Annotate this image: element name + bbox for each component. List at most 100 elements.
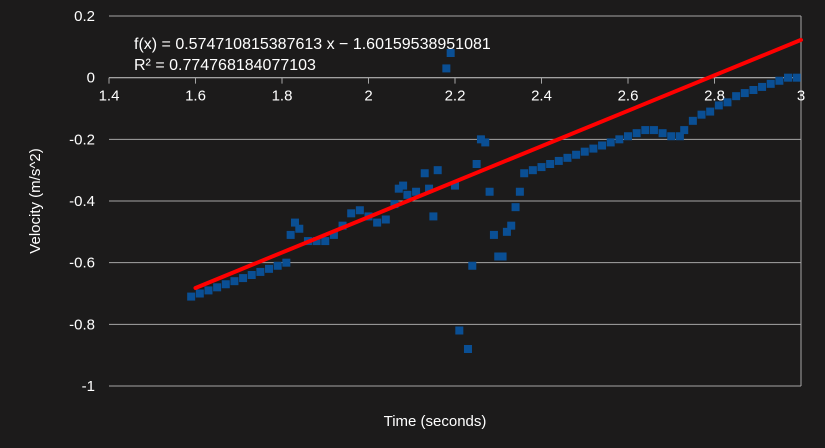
- x-tick-label: 2.4: [531, 88, 552, 105]
- data-point: [187, 292, 196, 301]
- x-tick-label: 2: [364, 88, 372, 105]
- data-point: [658, 129, 667, 138]
- x-tick-label: 2.8: [704, 88, 725, 105]
- data-point: [230, 277, 239, 286]
- data-point: [494, 252, 503, 261]
- data-point: [195, 289, 204, 298]
- data-point: [515, 187, 524, 196]
- data-point: [355, 206, 364, 215]
- trendline: [193, 37, 803, 290]
- data-point: [606, 138, 615, 147]
- y-tick-label: -1: [82, 378, 95, 395]
- data-point: [390, 200, 399, 209]
- data-point: [537, 163, 546, 172]
- data-point: [420, 169, 429, 178]
- data-point: [446, 49, 455, 57]
- data-point: [649, 126, 658, 135]
- data-point: [528, 166, 537, 175]
- data-point: [412, 187, 421, 196]
- data-point: [615, 135, 624, 144]
- data-point: [213, 283, 222, 292]
- data-point: [282, 258, 291, 267]
- data-point: [394, 184, 403, 193]
- data-point: [706, 107, 715, 116]
- y-tick-label: -0.2: [69, 131, 95, 148]
- data-point: [425, 184, 434, 193]
- data-point: [476, 135, 485, 144]
- data-point: [784, 73, 793, 82]
- data-point: [792, 73, 801, 82]
- data-point: [468, 261, 477, 270]
- data-point: [572, 150, 581, 159]
- trendline-group: [193, 37, 803, 290]
- data-point: [667, 132, 676, 141]
- data-point: [554, 156, 563, 165]
- data-point: [758, 82, 767, 91]
- data-point: [429, 212, 438, 221]
- x-tick-label: 1.8: [272, 88, 293, 105]
- data-point: [580, 147, 589, 156]
- data-point: [204, 286, 213, 295]
- data-point: [498, 252, 507, 261]
- x-tick-label: 1.6: [185, 88, 206, 105]
- data-point: [295, 224, 304, 233]
- data-point: [680, 126, 689, 135]
- data-point: [399, 181, 408, 190]
- data-point: [472, 160, 481, 168]
- trendline-equation: f(x) = 0.574710815387613 x − 1.601595389…: [134, 36, 491, 53]
- data-point: [641, 126, 650, 135]
- data-point: [321, 237, 330, 246]
- data-point: [688, 116, 697, 125]
- data-point: [433, 166, 442, 175]
- data-point: [256, 267, 265, 276]
- data-point: [766, 79, 775, 88]
- data-point: [589, 144, 598, 153]
- data-point: [489, 230, 498, 239]
- data-point: [347, 209, 356, 218]
- data-point: [381, 215, 390, 224]
- data-point: [632, 129, 641, 138]
- data-point: [451, 181, 459, 190]
- data-point: [239, 274, 248, 283]
- data-point: [697, 110, 706, 119]
- data-point: [312, 237, 321, 246]
- x-tick-label: 1.4: [99, 88, 120, 105]
- y-tick-label: -0.6: [69, 255, 95, 272]
- data-point: [675, 132, 684, 141]
- data-point: [463, 345, 472, 353]
- data-point: [723, 98, 732, 107]
- trendline-r-squared: R² = 0.774768184077103: [134, 57, 316, 74]
- data-points: [187, 49, 801, 353]
- data-point: [511, 203, 520, 212]
- data-point: [502, 227, 511, 236]
- data-point: [286, 230, 295, 239]
- data-point: [775, 76, 784, 85]
- data-point: [507, 221, 516, 230]
- data-point: [732, 92, 741, 101]
- y-axis-label: Velocity (m/s^2): [27, 148, 44, 253]
- x-tick-labels: 1.4 1.6 1.8 2 2.2 2.4 2.6 2.8 3: [99, 88, 806, 105]
- data-point: [563, 153, 572, 162]
- data-point: [221, 280, 230, 289]
- data-point: [485, 187, 494, 196]
- data-point: [273, 261, 282, 270]
- x-tick-label: 3: [797, 88, 805, 105]
- data-point: [290, 218, 299, 227]
- data-point: [598, 141, 607, 150]
- data-point: [403, 190, 412, 199]
- y-tick-label: -0.8: [69, 316, 95, 333]
- data-point: [442, 64, 451, 73]
- y-tick-label: 0.2: [74, 8, 95, 25]
- data-point: [624, 132, 632, 141]
- x-axis: [108, 77, 802, 84]
- data-point: [520, 169, 529, 178]
- data-point: [247, 271, 256, 279]
- data-point: [749, 86, 758, 94]
- data-point: [546, 160, 555, 168]
- data-point: [373, 218, 382, 227]
- x-tick-label: 2.6: [618, 88, 639, 105]
- x-axis-label: Time (seconds): [384, 413, 487, 430]
- data-point: [329, 230, 338, 239]
- data-point: [740, 89, 749, 98]
